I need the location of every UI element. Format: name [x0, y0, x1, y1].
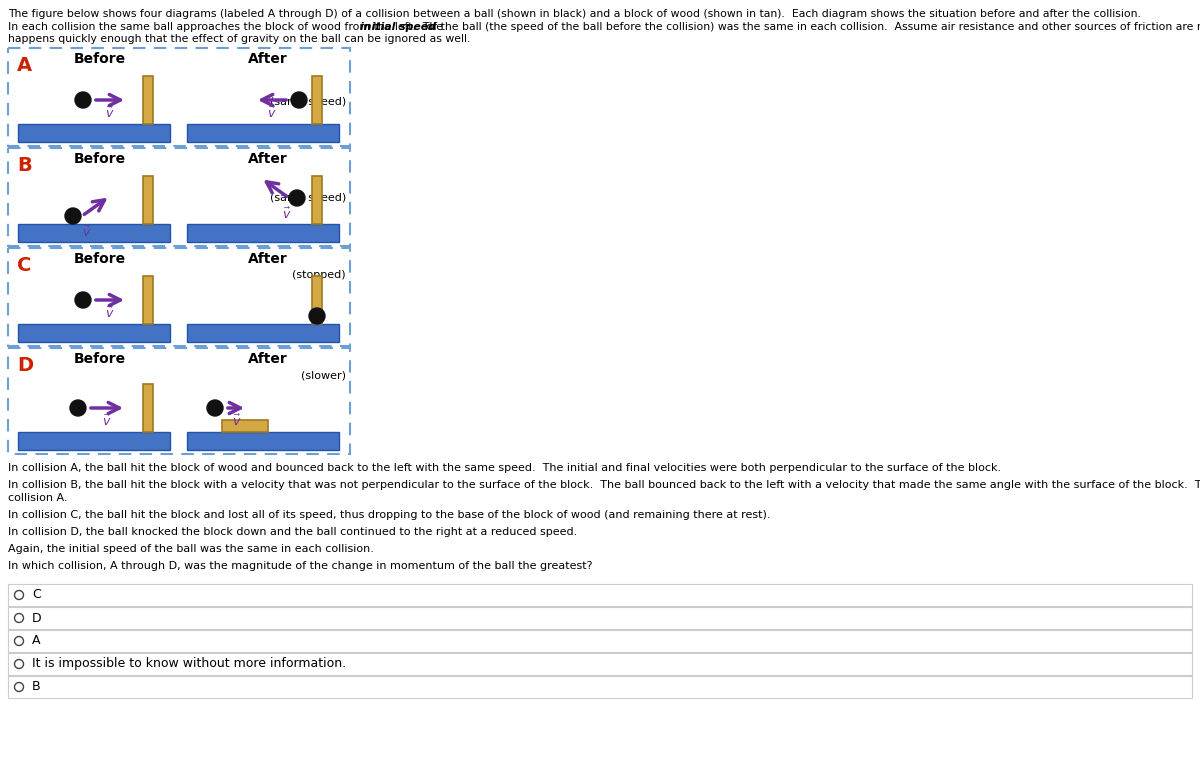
Circle shape — [14, 613, 24, 622]
Bar — [187, 324, 340, 342]
Bar — [18, 224, 170, 242]
Text: (stopped): (stopped) — [293, 270, 346, 280]
Bar — [8, 630, 1192, 652]
Text: Before: Before — [74, 352, 126, 366]
Text: C: C — [17, 256, 31, 275]
Text: A: A — [17, 56, 32, 75]
Text: D: D — [17, 356, 34, 375]
Bar — [187, 224, 340, 242]
Circle shape — [292, 92, 307, 108]
Text: In each collision the same ball approaches the block of wood from the left.  The: In each collision the same ball approach… — [8, 22, 446, 32]
Text: After: After — [248, 152, 288, 166]
Bar — [8, 48, 350, 146]
Text: happens quickly enough that the effect of gravity on the ball can be ignored as : happens quickly enough that the effect o… — [8, 34, 470, 44]
Circle shape — [310, 308, 325, 324]
Bar — [18, 324, 170, 342]
Bar — [312, 276, 322, 324]
Text: (same speed): (same speed) — [270, 97, 346, 107]
Circle shape — [289, 190, 305, 206]
Bar — [8, 348, 350, 454]
Circle shape — [65, 208, 82, 224]
Text: $\vec{v}$: $\vec{v}$ — [268, 105, 277, 121]
Bar — [18, 124, 170, 142]
Text: Before: Before — [74, 252, 126, 266]
Text: $\vec{v}$: $\vec{v}$ — [102, 413, 112, 428]
Bar — [312, 76, 322, 124]
Circle shape — [14, 682, 24, 691]
Bar — [143, 176, 154, 224]
Text: Before: Before — [74, 152, 126, 166]
Bar — [8, 607, 1192, 629]
Circle shape — [14, 590, 24, 600]
Text: In collision B, the ball hit the block with a velocity that was not perpendicula: In collision B, the ball hit the block w… — [8, 480, 1200, 490]
Text: After: After — [248, 352, 288, 366]
Bar — [143, 276, 154, 324]
Text: It is impossible to know without more information.: It is impossible to know without more in… — [32, 657, 346, 671]
Text: B: B — [17, 156, 31, 175]
Bar — [187, 124, 340, 142]
Bar — [222, 420, 268, 432]
Text: In collision D, the ball knocked the block down and the ball continued to the ri: In collision D, the ball knocked the blo… — [8, 527, 577, 537]
Text: collision A.: collision A. — [8, 493, 67, 503]
Circle shape — [14, 659, 24, 669]
Text: Before: Before — [74, 52, 126, 66]
Bar — [8, 148, 350, 246]
Text: of the ball (the speed of the ball before the collision) was the same in each co: of the ball (the speed of the ball befor… — [422, 22, 1200, 32]
Text: In collision C, the ball hit the block and lost all of its speed, thus dropping : In collision C, the ball hit the block a… — [8, 510, 770, 520]
Bar — [8, 584, 1192, 606]
Bar — [312, 176, 322, 224]
Bar — [143, 384, 154, 432]
Circle shape — [70, 400, 86, 416]
Text: $\vec{v}$: $\vec{v}$ — [106, 305, 115, 321]
Text: In which collision, A through D, was the magnitude of the change in momentum of : In which collision, A through D, was the… — [8, 561, 593, 571]
Circle shape — [14, 637, 24, 646]
Text: The figure below shows four diagrams (labeled A through D) of a collision betwee: The figure below shows four diagrams (la… — [8, 9, 1141, 19]
Text: $\vec{v}$: $\vec{v}$ — [233, 413, 241, 428]
Text: $\vec{v}$: $\vec{v}$ — [106, 105, 115, 121]
Text: C: C — [32, 588, 41, 602]
Bar — [187, 432, 340, 450]
Text: (slower): (slower) — [301, 370, 346, 380]
Text: $\vec{v}$: $\vec{v}$ — [83, 224, 91, 240]
Bar — [8, 676, 1192, 698]
Text: After: After — [248, 52, 288, 66]
Circle shape — [74, 292, 91, 308]
Bar — [8, 653, 1192, 675]
Text: D: D — [32, 612, 42, 625]
Bar — [18, 432, 170, 450]
Text: initial speed: initial speed — [360, 22, 437, 32]
Circle shape — [208, 400, 223, 416]
Text: $\vec{v}$: $\vec{v}$ — [282, 206, 292, 221]
Bar — [8, 248, 350, 346]
Text: Again, the initial speed of the ball was the same in each collision.: Again, the initial speed of the ball was… — [8, 544, 374, 554]
Bar — [143, 76, 154, 124]
Text: After: After — [248, 252, 288, 266]
Circle shape — [74, 92, 91, 108]
Text: (same speed): (same speed) — [270, 193, 346, 203]
Text: In collision A, the ball hit the block of wood and bounced back to the left with: In collision A, the ball hit the block o… — [8, 463, 1001, 473]
Text: B: B — [32, 681, 41, 694]
Text: A: A — [32, 634, 41, 647]
